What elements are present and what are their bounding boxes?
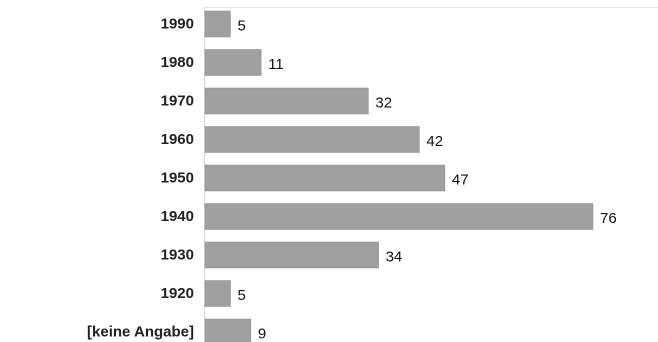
- category-label-3: 1960: [161, 131, 194, 148]
- category-label-8: [keine Angabe]: [87, 324, 194, 341]
- value-label-0: 5: [238, 18, 246, 35]
- bar-8: [204, 318, 252, 342]
- value-label-2: 32: [375, 95, 392, 112]
- category-label-5: 1940: [161, 208, 194, 225]
- value-label-1: 11: [268, 56, 284, 73]
- bar-7: [204, 280, 231, 307]
- category-label-6: 1930: [161, 247, 194, 264]
- bar-0: [204, 10, 231, 38]
- value-label-4: 47: [452, 172, 469, 189]
- value-labels-group: 5 11 32 42 47 76 34 5 9: [238, 18, 617, 342]
- category-label-1: 1980: [161, 54, 194, 71]
- bar-1: [204, 49, 262, 76]
- value-label-5: 76: [600, 210, 617, 227]
- value-label-8: 9: [258, 326, 266, 342]
- category-label-7: 1920: [161, 285, 194, 302]
- value-label-3: 42: [426, 133, 443, 150]
- value-label-6: 34: [386, 249, 403, 266]
- bar-5: [204, 203, 594, 230]
- bar-2: [204, 87, 369, 115]
- category-label-0: 1990: [161, 16, 194, 33]
- category-labels-group: 1990 1980 1970 1960 1950 1940 1930 1920 [keine A…: [87, 16, 194, 341]
- bar-3: [204, 126, 420, 153]
- value-label-7: 5: [238, 287, 246, 304]
- bars-group: [204, 10, 594, 342]
- category-label-2: 1970: [161, 93, 194, 110]
- bar-4: [204, 164, 446, 192]
- category-label-4: 1950: [161, 170, 194, 187]
- bar-6: [204, 241, 379, 269]
